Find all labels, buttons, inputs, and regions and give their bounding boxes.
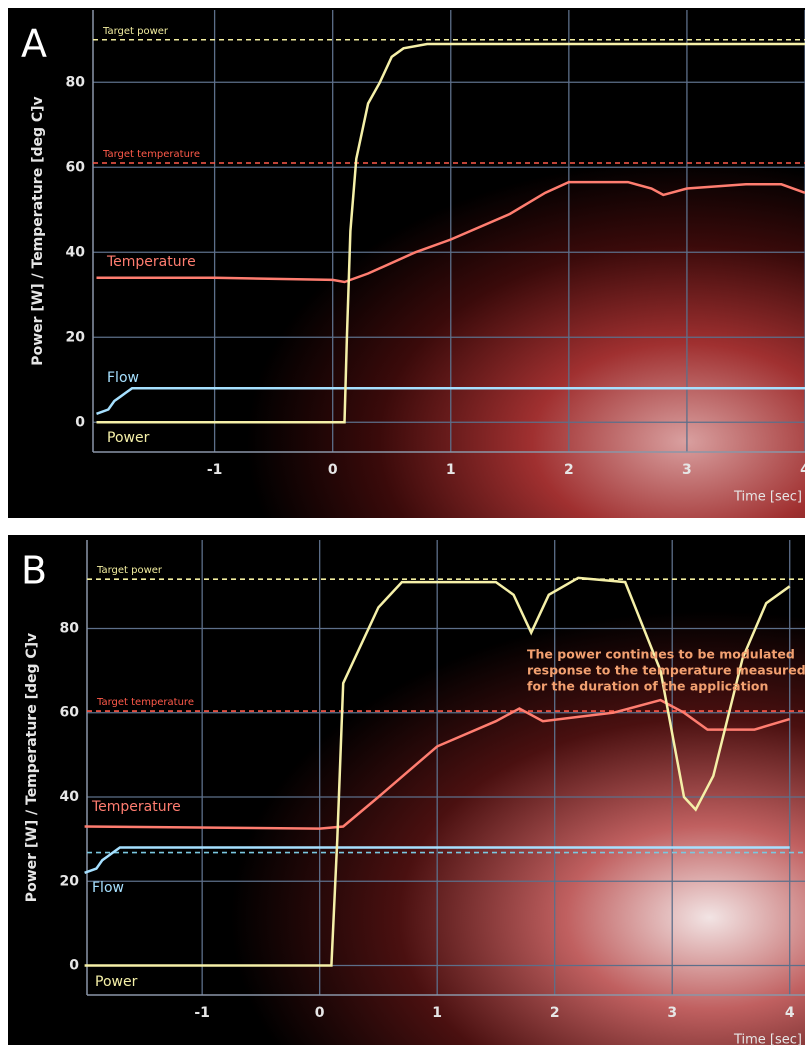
series-label: Power: [95, 974, 138, 990]
y-tick-label: 60: [60, 705, 80, 721]
series-label: Temperature: [106, 254, 196, 270]
reference-label: Target power: [96, 565, 163, 576]
x-tick-label: 0: [328, 462, 338, 478]
x-tick-label: 4: [800, 462, 805, 478]
reference-label: Target temperature: [96, 697, 194, 708]
series-label: Flow: [107, 370, 139, 386]
y-axis-title: Power [W] / Temperature [deg C]v: [30, 96, 46, 365]
panel-background: [8, 8, 805, 518]
reference-label: Target temperature: [102, 149, 200, 160]
panel-label: B: [21, 549, 47, 593]
annotation: The power continues to be modulated: [527, 647, 795, 662]
series-label: Power: [107, 430, 150, 446]
y-tick-label: 80: [66, 74, 86, 90]
y-tick-label: 0: [69, 958, 79, 974]
reference-label: Target power: [102, 26, 169, 37]
x-tick-label: 0: [315, 1005, 325, 1021]
series-label: Flow: [92, 880, 124, 896]
x-tick-label: 3: [667, 1005, 677, 1021]
y-tick-label: 0: [75, 414, 85, 430]
annotation: for the duration of the application: [527, 679, 768, 694]
annotation: response to the temperature measured: [527, 663, 805, 678]
x-tick-label: 3: [682, 462, 692, 478]
x-tick-label: -1: [194, 1005, 210, 1021]
x-tick-label: 4: [785, 1005, 795, 1021]
series-line: [96, 42, 805, 424]
y-tick-label: 20: [66, 329, 86, 345]
panel-label: A: [21, 22, 47, 66]
x-tick-label: 2: [550, 1005, 560, 1021]
x-tick-label: 1: [446, 462, 456, 478]
y-tick-label: 40: [66, 244, 86, 260]
series-line: [84, 576, 791, 967]
x-axis-title: Time [sec]: [733, 490, 802, 505]
series-line: [96, 387, 805, 415]
y-tick-label: 40: [60, 789, 80, 805]
y-tick-label: 80: [60, 620, 80, 636]
x-tick-label: 2: [564, 462, 574, 478]
panel-background: [8, 535, 805, 1045]
series-line: [96, 180, 805, 284]
x-axis-title: Time [sec]: [733, 1033, 802, 1048]
y-axis-title: Power [W] / Temperature [deg C]v: [24, 633, 40, 902]
x-tick-label: 1: [432, 1005, 442, 1021]
series-line: [84, 698, 791, 830]
x-tick-label: -1: [207, 462, 223, 478]
y-tick-label: 20: [60, 873, 80, 889]
y-tick-label: 60: [66, 159, 86, 175]
series-label: Temperature: [91, 799, 181, 815]
series-line: [84, 846, 790, 874]
